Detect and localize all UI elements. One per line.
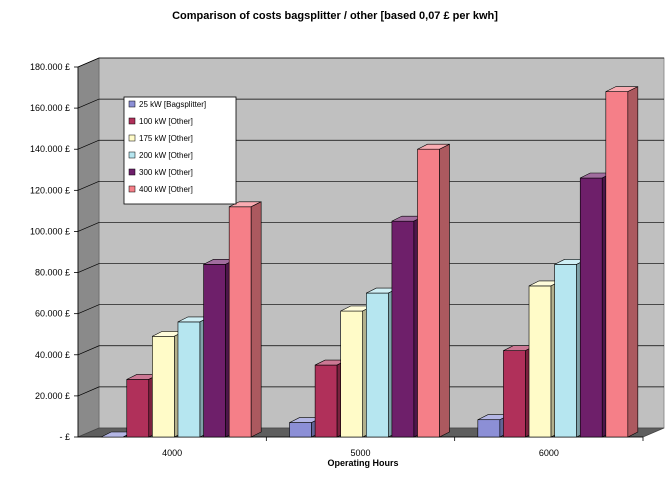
gridline — [77, 304, 664, 314]
chart-title: Comparison of costs bagsplitter / other … — [172, 10, 498, 22]
x-axis-label: Operating Hours — [327, 458, 398, 468]
y-tick-label: 40.000 £ — [35, 350, 70, 360]
legend-swatch — [128, 168, 136, 176]
bar-front — [228, 206, 252, 438]
legend-swatch — [128, 117, 136, 125]
bars — [101, 86, 639, 438]
legend-entry: 25 kW [Bagsplitter] — [139, 100, 206, 109]
legend-entry: 100 kW [Other] — [139, 117, 193, 126]
gridline — [77, 139, 664, 150]
legend-entry: 175 kW [Other] — [139, 134, 193, 143]
y-tick-label: 120.000 £ — [30, 185, 70, 195]
bar — [228, 201, 262, 438]
bar-front — [365, 292, 389, 438]
bar-front — [503, 350, 526, 438]
bar-side — [250, 201, 262, 438]
gridline — [77, 263, 664, 273]
y-tick-label: 80.000 £ — [35, 268, 70, 278]
legend-swatch — [128, 134, 136, 142]
legend-entry: 400 kW [Other] — [139, 185, 193, 194]
x-axis-categories: 4000 5000 6000 — [162, 437, 644, 458]
legend: 25 kW [Bagsplitter] 100 kW [Other] 175 kW … — [123, 96, 237, 205]
bar — [605, 86, 639, 438]
bar-front — [554, 264, 577, 438]
bar-side — [439, 143, 450, 438]
x-tick-label: 6000 — [539, 448, 559, 458]
bar-front — [391, 220, 415, 438]
bar — [417, 143, 450, 438]
y-tick-label: 140.000 £ — [30, 144, 70, 154]
bar-front — [477, 419, 501, 438]
gridline — [77, 57, 664, 68]
gridline — [77, 386, 664, 397]
legend-swatch — [128, 185, 136, 193]
x-tick-label: 5000 — [350, 448, 370, 458]
y-tick-label: - £ — [59, 432, 70, 442]
bar-front — [289, 422, 312, 438]
x-tick-label: 4000 — [162, 448, 182, 458]
y-tick-label: 20.000 £ — [35, 391, 70, 401]
bar-front — [579, 177, 603, 438]
bar-front — [340, 310, 364, 438]
bar-front — [177, 321, 201, 438]
bar-front — [417, 148, 440, 438]
legend-swatch — [128, 100, 136, 108]
bar-front — [126, 379, 150, 438]
legend-swatch — [128, 151, 136, 159]
y-tick-label: 100.000 £ — [30, 226, 70, 236]
y-tick-label: 180.000 £ — [30, 62, 70, 72]
bar-front — [528, 285, 552, 438]
y-tick-label: 60.000 £ — [35, 309, 70, 319]
bar — [477, 414, 511, 438]
bar-front — [152, 335, 175, 438]
gridline — [77, 180, 664, 191]
y-tick-label: 160.000 £ — [30, 103, 70, 113]
bar-front — [203, 264, 226, 438]
gridlines — [77, 57, 664, 397]
bar-side — [627, 86, 639, 438]
legend-entry: 300 kW [Other] — [139, 168, 193, 177]
bar-front — [314, 364, 338, 438]
gridline — [77, 345, 664, 356]
legend-entry: 200 kW [Other] — [139, 151, 193, 160]
bar-front — [605, 91, 629, 438]
legend-box — [123, 96, 237, 205]
side-wall — [77, 57, 100, 438]
gridline — [77, 98, 664, 109]
gridline — [77, 222, 664, 232]
